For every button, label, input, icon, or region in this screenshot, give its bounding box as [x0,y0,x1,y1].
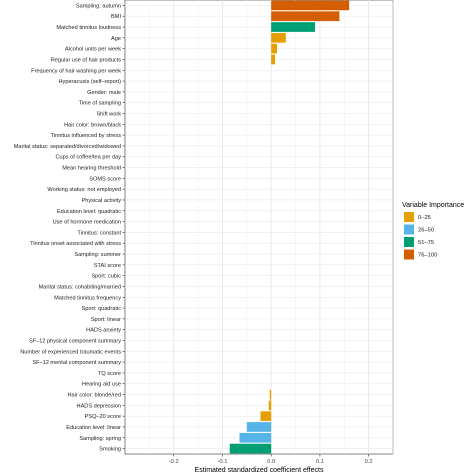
y-tick-label: Sport: cubic [91,274,121,280]
legend-label: 51–75 [418,240,434,246]
y-tick-label: Marital status: cohabiting/married [39,284,121,290]
y-tick-label: Mean hearing threshold [62,166,121,172]
bar [269,389,272,400]
bar [271,22,316,32]
legend-swatch [404,249,414,260]
y-tick-label: Sampling: summer [74,252,121,258]
y-tick-label: Cups of coffee/tea per day [55,155,121,161]
legend: Variable Importance 0–25 26–50 51–75 76–100 [402,202,464,260]
y-tick-label: Education level: linear [66,425,121,431]
y-tick-label: Shift work [96,112,121,118]
bar [246,422,272,432]
x-tick-labels: -0.2 -0.1 0.0 0.1 0.2 [169,454,373,465]
legend-title: Variable Importance [402,202,464,209]
y-tick-label: Tinnitus: constant [77,230,121,236]
y-tick-label: Regular use of hair products [51,57,121,63]
y-tick-label: Number of experienced traumatic events [20,349,121,355]
x-tick-label: -0.1 [217,459,227,465]
bar [229,443,272,454]
y-tick-label: Hyperacusis (self–report) [59,79,122,85]
y-tick-label: SF–12 mental component summary [32,360,121,366]
legend-swatch [404,224,414,235]
x-tick-label: 0.0 [267,459,275,465]
bar [271,54,276,65]
y-tick-labels: Sampling: autumn BMI Matched tinnitus loud… [14,3,125,453]
plot-panel [124,0,394,455]
bars [229,0,350,454]
y-tick-label: Time of sampling [79,101,121,107]
y-tick-label: Frequency of hair washing per week [31,68,121,74]
y-tick-label: Tinnitus onset associated with stress [30,241,121,247]
y-tick-label: SOMS score [89,176,121,182]
y-tick-label: Sport: linear [91,317,121,323]
y-tick-label: Use of hormone medication [53,220,121,226]
y-tick-label: Alcohol units per week [65,47,121,53]
y-tick-label: Working status: not employed [47,187,121,193]
legend-swatch [404,237,414,247]
y-tick-label: Smoking [99,447,121,453]
y-tick-label: BMI [111,14,121,20]
y-tick-label: SF–12 physical component summary [29,339,121,345]
x-tick-label: 0.1 [316,459,324,465]
y-tick-label: Hair color: brown/black [64,122,121,128]
legend-label: 76–100 [418,253,437,259]
bar [260,411,272,422]
legend-label: 0–25 [418,215,431,221]
legend-label: 26–50 [418,228,434,234]
y-tick-label: Hair color: blonde/red [68,393,121,399]
y-tick-label: TQ score [98,371,121,377]
grid-lines [125,0,394,454]
y-tick-label: HADS anxiety [86,328,121,334]
y-tick-label: Physical activity [82,198,122,204]
y-tick-label: Age [111,36,121,42]
bar [271,0,350,11]
y-tick-label: Tinnitus influenced by stress [51,133,122,139]
y-tick-label: PSQ–20 score [85,414,121,420]
y-tick-label: Sport: quadratic [82,306,122,312]
bar [239,432,272,443]
y-tick-label: Sampling: autumn [76,3,121,9]
bar [271,32,286,43]
x-tick-label: -0.2 [169,459,179,465]
y-tick-label: STAI score [94,263,121,269]
y-tick-label: Marital status: separated/divorced/widow… [14,144,121,150]
y-tick-label: Matched tinnitus frequency [54,295,121,301]
y-tick-label: Matched tinnitus loudness [56,25,121,31]
legend-swatch [404,212,414,222]
bar [271,11,340,22]
y-tick-label: Education level: quadratic [57,209,121,215]
bar [271,43,278,54]
y-tick-label: HADS depression [77,403,121,409]
x-axis-label: Estimated standardized coefficient effec… [195,467,324,474]
bar [268,400,272,411]
y-tick-label: Hearing aid use [82,382,121,388]
y-tick-label: Gender: male [87,90,121,96]
y-tick-label: Sampling: spring [79,436,121,442]
x-tick-label: 0.2 [365,459,373,465]
